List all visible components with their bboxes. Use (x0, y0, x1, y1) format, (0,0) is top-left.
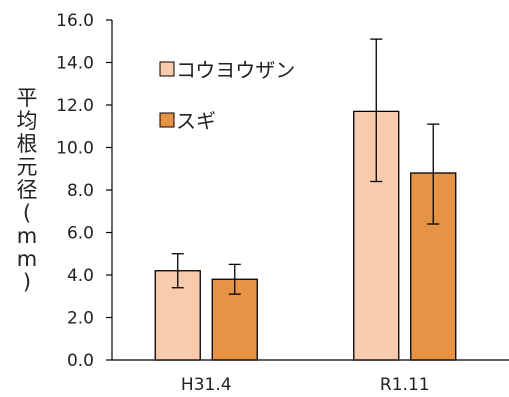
x-category-label: H31.4 (181, 375, 232, 395)
y-tick-label: 0.0 (67, 351, 94, 371)
legend-swatch-series-1 (159, 61, 175, 77)
y-axis-label-char: 元 (17, 155, 38, 179)
y-axis-ticks: 0.0 2.0 4.0 6.0 8.0 10.0 12.0 14.0 16.0 (56, 11, 112, 371)
error-bar (228, 263, 241, 295)
error-bar (171, 253, 184, 289)
error-bar (427, 123, 440, 225)
y-axis-label-char: ( (23, 201, 31, 225)
y-tick-label: 10.0 (56, 139, 94, 159)
legend: コウヨウザン スギ (159, 58, 295, 133)
x-category-label: R1.11 (380, 375, 430, 395)
y-axis-label-char: m (17, 224, 37, 248)
y-axis-label-char: 平 (17, 86, 38, 110)
y-tick-label: 4.0 (67, 266, 94, 286)
y-axis-label-char: 根 (17, 132, 38, 156)
legend-swatch-series-2 (159, 112, 175, 128)
y-axis-label-char: ) (23, 270, 31, 294)
x-axis-categories: H31.4 R1.11 (181, 375, 430, 395)
bar (410, 172, 457, 361)
error-bar (370, 38, 383, 183)
y-tick-label: 14.0 (56, 54, 94, 74)
y-tick-label: 12.0 (56, 96, 94, 116)
y-tick-label: 8.0 (67, 181, 94, 201)
y-axis-label-char: m (17, 247, 37, 271)
y-tick-label: 6.0 (67, 224, 94, 244)
y-axis-label-char: 均 (17, 109, 38, 133)
y-tick-label: 2.0 (67, 309, 94, 329)
y-tick-label: 16.0 (56, 11, 94, 31)
y-axis-label-char: 径 (17, 178, 38, 202)
legend-label-series-1: コウヨウザン (176, 58, 295, 82)
bars (154, 38, 457, 361)
legend-label-series-2: スギ (176, 109, 216, 133)
